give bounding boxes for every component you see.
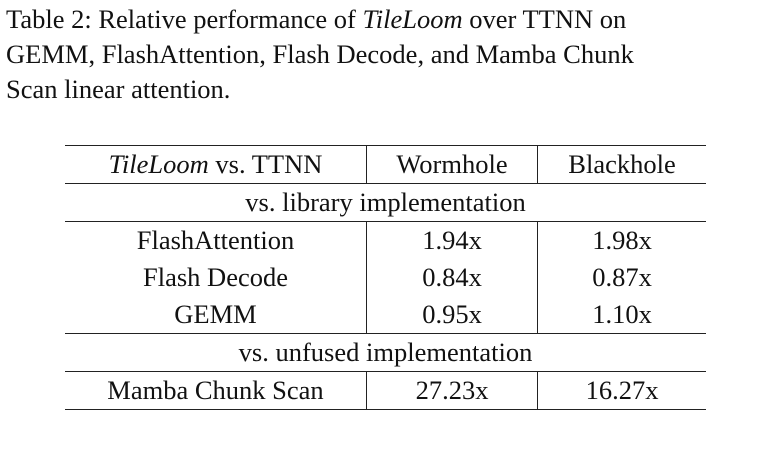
caption-line: GEMM, FlashAttention, Flash Decode, and … [6,39,634,69]
section-title: vs. library implementation [65,183,706,222]
cell: 1.94x [366,221,538,259]
section-title: vs. unfused implementation [65,333,706,372]
header-cell: Wormhole [366,145,538,184]
row-label: GEMM [174,299,257,329]
header-text: vs. TTNN [215,149,323,179]
cell: 1.98x [537,221,706,259]
cell: 0.95x [366,296,538,334]
caption-emphasis: TileLoom [362,4,463,34]
header-emphasis: TileLoom [108,149,209,179]
header-cell: Blackhole [537,145,706,184]
header-row: TileLoom vs. TTNN Wormhole Blackhole [65,145,706,184]
row-label: Flash Decode [143,262,288,292]
data-row: GEMM 0.95x 1.10x [65,296,706,334]
caption-text: over TTNN on [469,4,627,34]
caption-line: Scan linear attention. [6,74,231,104]
cell: 27.23x [366,371,538,410]
data-row: Mamba Chunk Scan 27.23x 16.27x [65,371,706,410]
row-label: FlashAttention [136,225,295,255]
cell: 1.10x [537,296,706,334]
caption-text: Table 2: Relative performance of [6,4,356,34]
data-row: Flash Decode 0.84x 0.87x [65,259,706,296]
data-row: FlashAttention 1.94x 1.98x [65,221,706,259]
header-cell: TileLoom vs. TTNN [65,145,367,184]
section-row: vs. library implementation [65,183,706,222]
section-row: vs. unfused implementation [65,333,706,372]
results-table: TileLoom vs. TTNN Wormhole Blackhole vs. li… [65,145,706,410]
cell: 0.87x [537,259,706,296]
caption-line: Table 2: Relative performance of TileLoo… [6,2,761,37]
table-caption: Table 2: Relative performance of TileLoo… [6,2,761,107]
row-label: Mamba Chunk Scan [65,371,367,410]
cell: 16.27x [537,371,706,410]
cell: 0.84x [366,259,538,296]
